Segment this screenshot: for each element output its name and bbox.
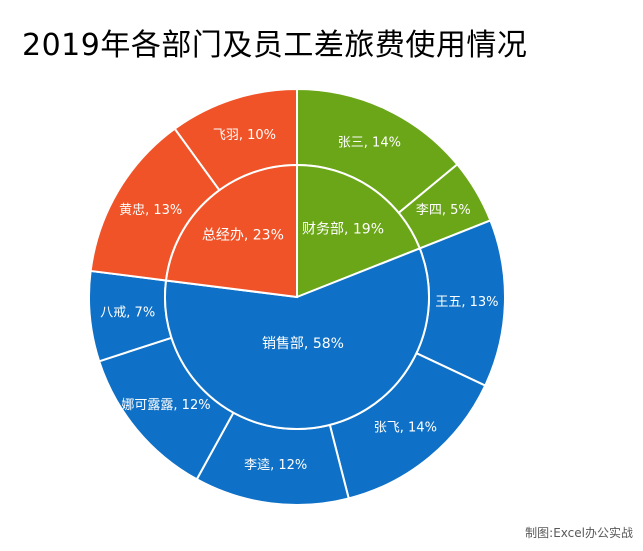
outer-ring [88, 87, 506, 506]
outer-slice-label: 李四, 5% [416, 203, 471, 218]
inner-slice [164, 163, 298, 299]
inner-slice-label: 销售部, 58% [262, 336, 344, 352]
chart-title: 2019年各部门及员工差旅费使用情况 [22, 28, 528, 63]
outer-slice-label: 飞羽, 10% [213, 128, 276, 143]
inner-ring [164, 163, 430, 430]
outer-slice-label: 娜可露露, 12% [121, 398, 210, 413]
inner-slice-label: 总经办, 23% [202, 228, 284, 244]
outer-slice-label: 王五, 13% [435, 295, 498, 310]
outer-slice-label: 八戒, 7% [100, 305, 155, 320]
outer-slice-label: 张飞, 14% [374, 420, 437, 435]
outer-slice-label: 张三, 14% [338, 136, 401, 151]
outer-slice-label: 黄忠, 13% [119, 203, 182, 218]
data-labels: 张三, 14% 李四, 5% 王五, 13% 张飞, 14% 李逵, 12% 娜可露露, … [100, 128, 498, 473]
inner-slice-label: 财务部, 19% [302, 221, 384, 237]
inner-slice [296, 163, 422, 299]
inner-slice [164, 247, 430, 430]
credit-text: 制图:Excel办公实战 [525, 526, 633, 540]
outer-slice-label: 李逵, 12% [244, 458, 307, 473]
